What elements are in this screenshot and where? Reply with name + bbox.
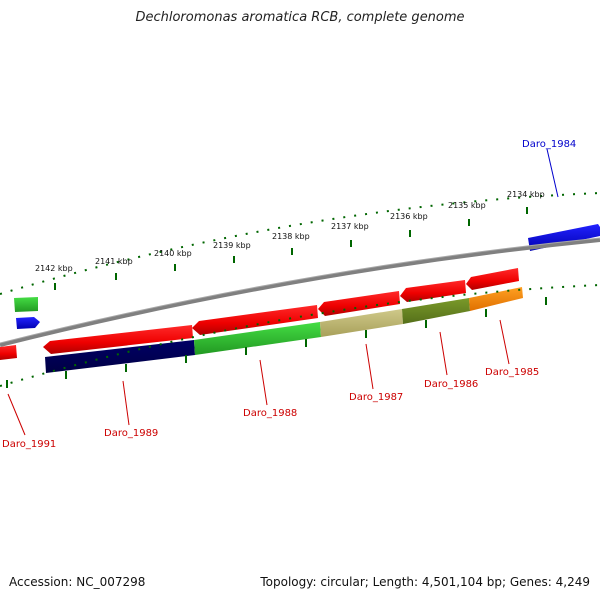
gene-daro-1986-block[interactable] — [402, 298, 470, 324]
kbp-label: 2138 kbp — [272, 232, 310, 241]
gene-label-daro-1986[interactable]: Daro_1986 — [424, 379, 478, 390]
gene-label-daro-1991[interactable]: Daro_1991 — [2, 439, 56, 450]
kbp-label: 2135 kbp — [448, 201, 486, 210]
gene-daro-1987-block[interactable] — [320, 309, 403, 337]
gene-daro-1988-upper[interactable] — [192, 305, 318, 335]
gene-daro-1989-block[interactable] — [45, 340, 195, 373]
gene-daro-1985-block[interactable] — [469, 287, 523, 311]
gene-label-daro-1987[interactable]: Daro_1987 — [349, 392, 403, 403]
gene-daro-1987-upper[interactable] — [318, 291, 400, 316]
gene-label-leader — [7, 393, 26, 436]
gene-label-leader — [439, 331, 448, 376]
gene-label-daro-1984[interactable]: Daro_1984 — [522, 139, 576, 150]
gene-daro-1989-upper[interactable] — [43, 325, 193, 354]
accession-text: Accession: NC_007298 — [9, 575, 146, 589]
gene-label-leader — [546, 148, 559, 198]
genome-summary-text: Topology: circular; Length: 4,501,104 bp… — [260, 575, 590, 589]
inner-scale-ruler — [0, 284, 600, 388]
gene-daro-1985-upper[interactable] — [466, 268, 519, 290]
gene-daro-1991-upper[interactable] — [0, 345, 17, 360]
genome-title: Dechloromonas aromatica RCB, complete ge… — [135, 10, 465, 25]
gene-label-daro-1988[interactable]: Daro_1988 — [243, 408, 297, 419]
gene-daro-1988-block[interactable] — [194, 322, 321, 355]
kbp-label: 2134 kbp — [507, 190, 545, 199]
gene-daro-1986-upper[interactable] — [400, 280, 466, 302]
kbp-label: 2137 kbp — [331, 222, 369, 231]
gene-fragment-green[interactable] — [14, 297, 38, 312]
kbp-label: 2139 kbp — [213, 241, 251, 250]
outer-scale-ruler — [0, 192, 600, 295]
kbp-label: 2141 kbp — [95, 257, 133, 266]
kbp-label: 2136 kbp — [390, 212, 428, 221]
gene-label-daro-1985[interactable]: Daro_1985 — [485, 367, 539, 378]
kbp-label: 2142 kbp — [35, 264, 73, 273]
gene-label-leader — [122, 380, 130, 426]
gene-label-leader — [259, 359, 268, 406]
gene-label-leader — [499, 319, 510, 365]
gene-label-daro-1989[interactable]: Daro_1989 — [104, 428, 158, 439]
kbp-label: 2140 kbp — [154, 249, 192, 258]
gene-fragment-blue[interactable] — [16, 317, 40, 329]
genome-backbone — [0, 238, 600, 347]
gene-label-leader — [365, 343, 374, 390]
